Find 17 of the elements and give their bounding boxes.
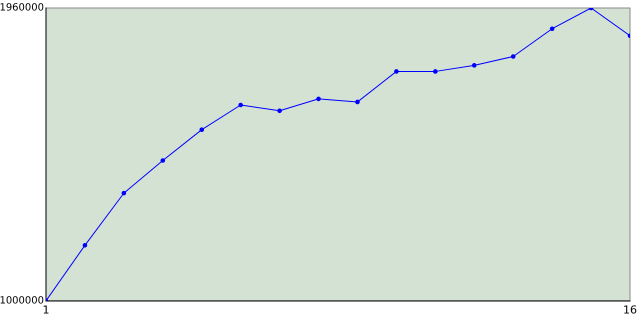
x-tick-label: 16 xyxy=(623,303,637,316)
point xyxy=(472,63,477,68)
point xyxy=(394,69,399,74)
y-tick-label: 1960000 xyxy=(0,2,44,14)
point xyxy=(122,190,126,196)
point xyxy=(433,69,438,74)
point xyxy=(316,96,321,102)
point xyxy=(82,242,88,248)
point xyxy=(277,108,282,114)
x-tick-label: 1 xyxy=(42,303,50,316)
y-tick-label: 1000000 xyxy=(0,295,44,306)
point xyxy=(160,158,166,163)
point xyxy=(238,102,243,108)
point xyxy=(355,100,360,104)
point xyxy=(510,54,516,59)
point xyxy=(199,127,204,132)
point xyxy=(550,26,554,32)
